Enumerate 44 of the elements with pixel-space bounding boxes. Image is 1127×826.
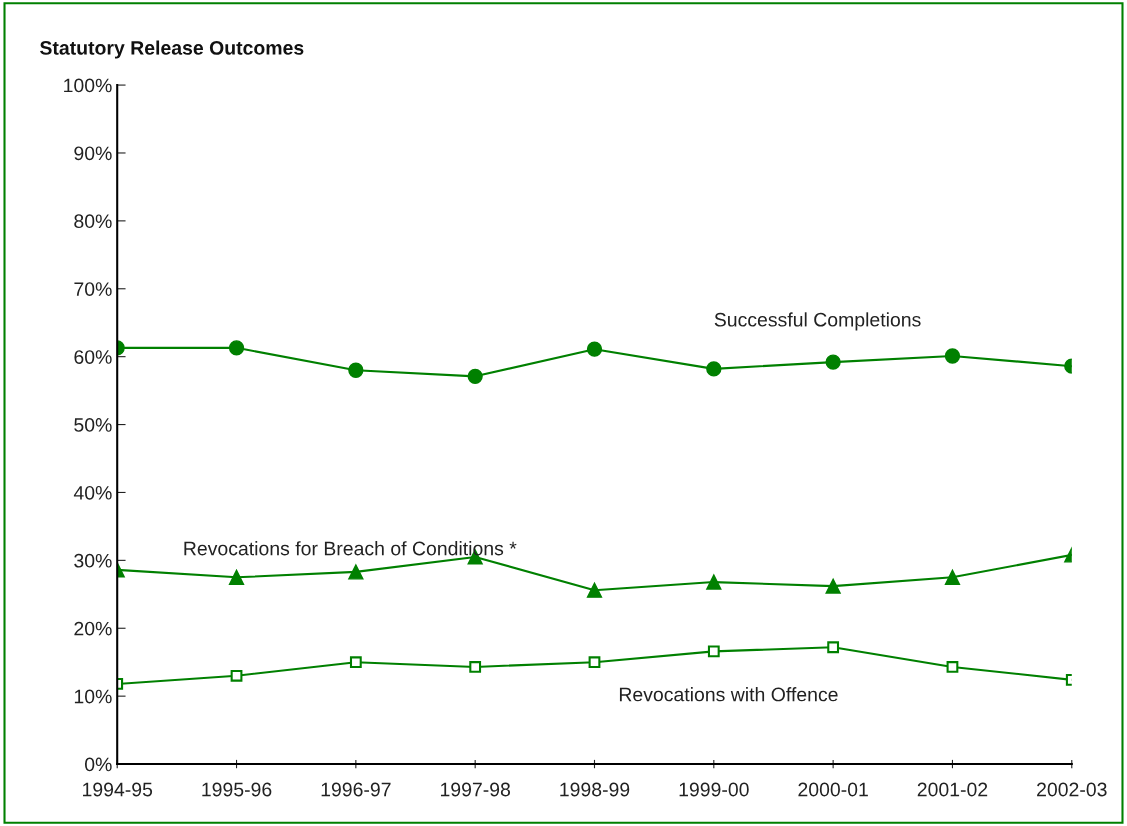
point xyxy=(228,569,245,585)
x-tick-label: 2000-01 xyxy=(798,782,868,797)
point xyxy=(944,569,961,585)
point xyxy=(706,574,722,590)
y-tick-label: 10% xyxy=(74,689,112,704)
y-tick-label: 70% xyxy=(74,282,112,297)
point xyxy=(469,661,482,673)
y-tick-label: 50% xyxy=(74,418,112,432)
series-label: Revocations for Breach of Conditions * xyxy=(184,541,517,556)
y-tick-label: 90% xyxy=(74,146,112,161)
x-tick-label: 2001-02 xyxy=(917,782,988,797)
point xyxy=(706,361,722,377)
series-label: Successful Completions xyxy=(714,312,921,331)
x-tick-label: 1999-00 xyxy=(679,782,749,797)
point xyxy=(944,348,961,364)
x-tick-label: 1998-99 xyxy=(560,782,630,797)
y-tick-label: 100% xyxy=(64,78,112,93)
x-tick-label: 2002-03 xyxy=(1037,782,1107,797)
point xyxy=(586,582,603,598)
x-tick-label: 1997-98 xyxy=(440,782,511,797)
point xyxy=(588,656,601,669)
point xyxy=(827,641,840,654)
point xyxy=(348,362,364,378)
point xyxy=(228,340,245,356)
y-tick-label: 20% xyxy=(74,621,112,636)
y-tick-label: 80% xyxy=(74,214,112,229)
y-tick-label: 40% xyxy=(73,485,112,500)
x-tick-label: 1994-95 xyxy=(83,782,153,797)
series-label: Revocations with Offence xyxy=(619,687,838,702)
point xyxy=(707,645,720,658)
point xyxy=(946,661,959,673)
x-tick-label: 1996-97 xyxy=(321,782,391,797)
point xyxy=(467,368,483,384)
point xyxy=(825,354,841,370)
point xyxy=(230,669,243,682)
point xyxy=(586,341,603,357)
y-tick-label: 30% xyxy=(74,553,112,568)
y-tick-label: 60% xyxy=(74,350,112,364)
y-tick-label: 0% xyxy=(85,757,112,772)
point xyxy=(348,564,364,580)
x-tick-label: 1995-96 xyxy=(202,782,272,797)
chart-title: Statutory Release Outcomes xyxy=(40,40,304,59)
point xyxy=(349,656,362,669)
point xyxy=(825,578,841,594)
